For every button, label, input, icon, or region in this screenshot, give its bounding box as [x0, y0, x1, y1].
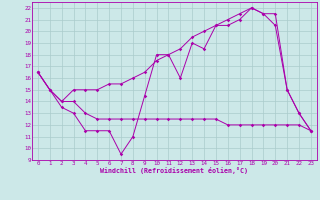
X-axis label: Windchill (Refroidissement éolien,°C): Windchill (Refroidissement éolien,°C) — [100, 167, 248, 174]
